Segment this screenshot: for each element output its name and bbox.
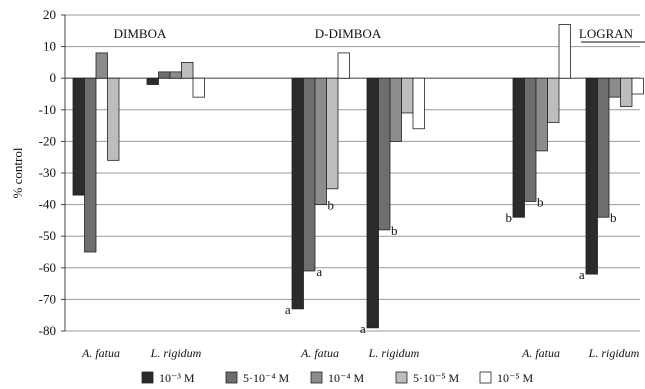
- category-label: A. fatua: [300, 346, 339, 360]
- bar: [585, 77, 598, 275]
- significance-letter: a: [316, 264, 322, 279]
- bar: [181, 62, 194, 79]
- group-label: D-DIMBOA: [315, 26, 382, 41]
- y-tick-label: -20: [39, 133, 56, 148]
- bar: [366, 77, 379, 329]
- y-axis: 20 10 0 -10 -20 -30 -40 -50 -60 -70 -80: [39, 7, 66, 338]
- bar: [412, 77, 425, 130]
- group-label: DIMBOA: [114, 26, 167, 41]
- legend-label: 5·10⁻⁴ M: [243, 371, 290, 385]
- significance-letter: b: [391, 223, 398, 238]
- legend-label: 10⁻⁵ M: [497, 371, 534, 385]
- significance-letter: a: [579, 267, 585, 282]
- y-tick-label: -50: [39, 228, 56, 243]
- significance-letter: b: [328, 198, 335, 213]
- category-labels: A. fatua L. rigidum A. fatua L. rigidum A. f…: [81, 346, 640, 360]
- y-tick-label: -40: [39, 197, 56, 212]
- legend-swatch: [225, 371, 238, 384]
- legend-swatch: [479, 371, 492, 384]
- category-label: A. fatua: [521, 346, 560, 360]
- bars: [72, 24, 644, 329]
- bar: [535, 77, 548, 152]
- category-label: L. rigidum: [368, 346, 420, 360]
- significance-letter: b: [506, 210, 513, 225]
- bar: [107, 77, 120, 161]
- bar: [524, 77, 537, 202]
- bar: [512, 77, 525, 218]
- bar: [378, 77, 391, 231]
- y-tick-label: 10: [43, 39, 56, 54]
- bar: [547, 77, 560, 123]
- legend-swatch: [395, 371, 408, 384]
- bar: [84, 77, 97, 253]
- bar: [291, 77, 304, 310]
- gridlines: [65, 14, 640, 332]
- y-tick-label: 0: [50, 70, 57, 85]
- bar: [303, 77, 316, 272]
- bar: [146, 77, 159, 85]
- legend-label: 10⁻³ M: [159, 371, 195, 385]
- y-tick-label: -60: [39, 260, 56, 275]
- bar: [326, 77, 339, 190]
- significance-letter: a: [285, 302, 291, 317]
- legend-swatch: [141, 371, 154, 384]
- bar: [389, 77, 402, 142]
- group-labels: DIMBOA D-DIMBOA LOGRAN: [114, 26, 645, 43]
- bar: [169, 71, 182, 79]
- y-tick-label: -70: [39, 291, 56, 306]
- significance-letter: b: [537, 194, 544, 209]
- category-label: A. fatua: [81, 346, 120, 360]
- y-tick-label: -80: [39, 323, 56, 338]
- legend-label: 5·10⁻⁵ M: [413, 371, 460, 385]
- bar: [558, 24, 571, 79]
- y-tick-label: -30: [39, 165, 56, 180]
- bar: [337, 52, 350, 79]
- category-label: L. rigidum: [588, 346, 640, 360]
- bar: [192, 77, 205, 98]
- significance-annotations: a a b a b b b a b: [285, 194, 617, 335]
- group-label: LOGRAN: [579, 26, 634, 41]
- significance-letter: a: [360, 321, 366, 336]
- category-label: L. rigidum: [150, 346, 202, 360]
- y-tick-label: -10: [39, 102, 56, 117]
- significance-letter: b: [610, 210, 617, 225]
- bar: [631, 77, 644, 95]
- bar: [401, 77, 414, 114]
- bar: [72, 77, 85, 196]
- bar: [608, 77, 621, 98]
- legend-swatch: [310, 371, 323, 384]
- bar: [597, 77, 610, 218]
- bar: [620, 77, 633, 108]
- bar: [158, 71, 171, 79]
- legend-label: 10⁻⁴ M: [328, 371, 365, 385]
- bar: [314, 77, 327, 205]
- y-tick-label: 20: [43, 7, 56, 22]
- legend: 10⁻³ M 5·10⁻⁴ M 10⁻⁴ M 5·10⁻⁵ M 10⁻⁵ M: [141, 371, 534, 385]
- bar: [95, 52, 108, 79]
- y-axis-label: % control: [10, 147, 25, 198]
